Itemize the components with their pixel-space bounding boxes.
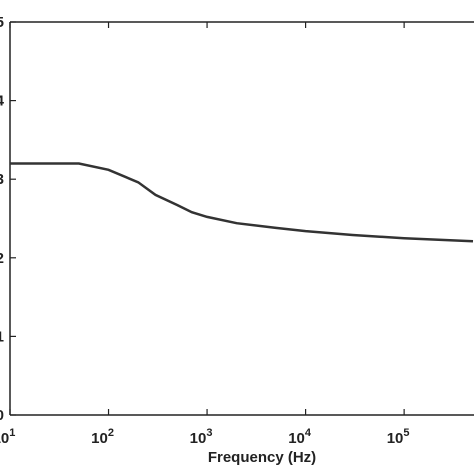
x-tick-exponent: 5 (403, 427, 409, 439)
y-tick-label: 5 (0, 14, 4, 31)
x-tick-base: 10 (0, 430, 9, 447)
y-tick-label: 4 (0, 93, 5, 110)
x-tick-label: 104 (288, 427, 312, 447)
x-tick-exponent: 2 (108, 427, 114, 439)
y-tick-label: 2 (0, 250, 4, 267)
x-tick-label: 105 (387, 427, 410, 447)
x-tick-base: 10 (387, 430, 404, 447)
x-tick-exponent: 4 (305, 427, 312, 439)
data-line (10, 162, 474, 243)
y-tick-label: 0 (0, 407, 4, 424)
x-axis-label: Frequency (Hz) (208, 449, 316, 466)
x-tick-label: 103 (190, 427, 213, 447)
y-tick-label: 1 (0, 328, 4, 345)
y-tick-label: 3 (0, 171, 4, 188)
x-tick-base: 10 (190, 430, 207, 447)
x-tick-label: 101 (0, 427, 15, 447)
x-tick-base: 10 (288, 430, 305, 447)
x-tick-base: 10 (91, 430, 108, 447)
x-tick-exponent: 1 (9, 427, 15, 439)
x-tick-exponent: 3 (206, 427, 212, 439)
x-tick-label: 102 (91, 427, 114, 447)
